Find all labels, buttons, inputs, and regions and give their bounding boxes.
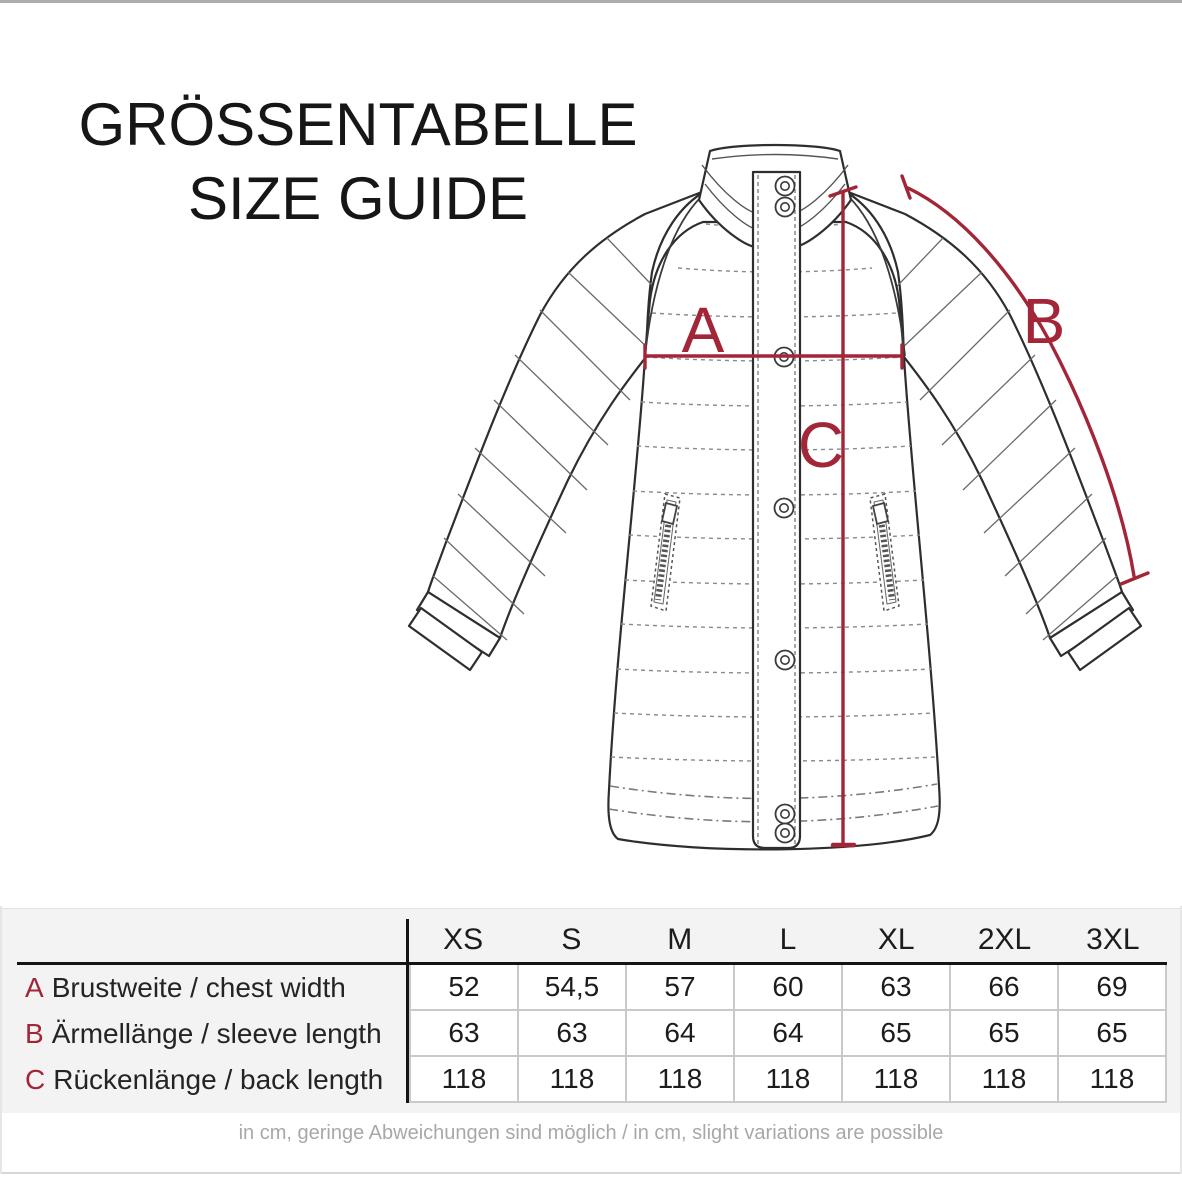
table-cell: 118 — [519, 1057, 625, 1101]
size-table-header-row: XS S M L XL 2XL 3XL — [409, 919, 1167, 961]
size-table-values: 52 54,5 57 60 63 66 69 63 63 64 64 65 65… — [409, 965, 1167, 1103]
top-edge-line — [0, 0, 1182, 3]
table-cell: 65 — [1059, 1011, 1165, 1055]
title-line-german: GRÖSSENTABELLE — [78, 91, 638, 158]
table-cell: 63 — [519, 1011, 625, 1055]
units-note: in cm, geringe Abweichungen sind möglich… — [238, 1122, 944, 1144]
measurement-label-a: A — [682, 294, 725, 366]
right-raglan-seam — [848, 196, 906, 357]
jacket-left-sleeve — [407, 188, 709, 672]
table-cell: 65 — [951, 1011, 1057, 1055]
table-cell: 118 — [1059, 1057, 1165, 1101]
size-header-m: M — [667, 923, 693, 956]
table-cell: 65 — [843, 1011, 949, 1055]
row-label-text: Rückenlänge / back length — [53, 1064, 384, 1095]
bottom-edge-line — [0, 1172, 1182, 1174]
size-header-3xl: 3XL — [1086, 923, 1140, 956]
row-label-text: Ärmellänge / sleeve length — [51, 1018, 382, 1049]
table-cell: 69 — [1059, 965, 1165, 1009]
table-cell: 54,5 — [519, 965, 625, 1009]
left-edge-line — [0, 906, 2, 1174]
measurement-label-b: B — [1023, 285, 1066, 357]
size-header-l: L — [779, 923, 797, 956]
row-letter-a: A — [25, 972, 44, 1003]
left-sleeve-quilt-lines — [432, 237, 669, 641]
row-label-chest-width: A Brustweite / chest width — [0, 965, 400, 1011]
table-header-divider — [17, 962, 1167, 965]
right-sleeve-quilt-lines — [881, 237, 1118, 641]
table-cell: 118 — [843, 1057, 949, 1101]
table-vertical-divider — [406, 919, 409, 1103]
size-header-2xl: 2XL — [977, 923, 1032, 956]
table-cell: 57 — [627, 965, 733, 1009]
table-cell: 118 — [735, 1057, 841, 1101]
row-label-sleeve-length: B Ärmellänge / sleeve length — [0, 1011, 400, 1057]
row-label-back-length: C Rückenlänge / back length — [0, 1057, 400, 1103]
table-cell: 118 — [627, 1057, 733, 1101]
measurement-b: B — [900, 174, 1150, 586]
snap-buttons — [773, 175, 796, 844]
size-header-s: S — [561, 923, 582, 956]
jacket-right-sleeve — [841, 188, 1143, 672]
table-cell: 63 — [411, 1011, 517, 1055]
size-table-label-column: A Brustweite / chest width B Ärmellänge … — [0, 965, 400, 1103]
left-zip-pocket — [650, 493, 681, 613]
size-header-xl: XL — [877, 923, 915, 956]
table-cell: 118 — [411, 1057, 517, 1101]
measurement-a: A — [643, 294, 904, 370]
row-letter-b: B — [25, 1018, 44, 1049]
left-raglan-seam — [644, 196, 702, 357]
row-label-text: Brustweite / chest width — [51, 972, 346, 1003]
table-cell: 64 — [735, 1011, 841, 1055]
measurement-label-c: C — [798, 409, 844, 481]
right-edge-line — [1180, 906, 1182, 1174]
hem-band-line — [609, 783, 938, 800]
table-cell: 64 — [627, 1011, 733, 1055]
page-title: GRÖSSENTABELLE SIZE GUIDE — [58, 88, 658, 236]
table-cell: 66 — [951, 965, 1057, 1009]
table-cell: 118 — [951, 1057, 1057, 1101]
table-cell: 63 — [843, 965, 949, 1009]
table-cell: 52 — [411, 965, 517, 1009]
table-cell: 60 — [735, 965, 841, 1009]
measurement-c: C — [798, 185, 858, 848]
title-line-english: SIZE GUIDE — [187, 165, 529, 232]
size-header-xs: XS — [443, 923, 484, 956]
row-letter-c: C — [25, 1064, 46, 1095]
right-zip-pocket — [869, 493, 900, 613]
